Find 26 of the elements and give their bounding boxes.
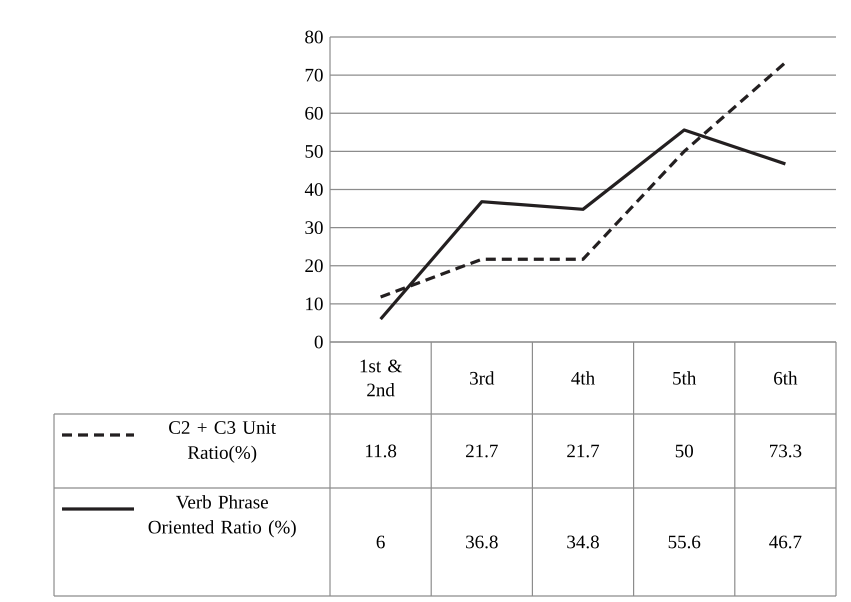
y-tick-label: 10 — [306, 297, 323, 310]
data-label: 21.7 — [567, 444, 600, 458]
y-tick-label: 0 — [314, 336, 323, 348]
x-tick-label: 1st & 2nd — [360, 360, 402, 396]
x-tick-label: 5th — [673, 371, 696, 385]
legend-label: Verb Phrase Oriented Ratio (%) — [148, 495, 296, 538]
data-label: 36.8 — [466, 536, 498, 548]
y-tick-label: 30 — [305, 221, 323, 234]
data-label: 21.7 — [466, 444, 498, 458]
y-tick-label: 70 — [306, 68, 323, 82]
y-tick-label: 20 — [305, 259, 323, 272]
data-label: 46.7 — [769, 536, 802, 548]
data-label: 50 — [676, 444, 693, 458]
y-tick-label: 40 — [304, 183, 323, 196]
data-label: 55.6 — [668, 536, 700, 548]
data-label: 73.3 — [770, 444, 802, 458]
y-tick-label: 50 — [306, 144, 323, 158]
y-tick-label: 80 — [305, 30, 323, 44]
x-tick-label: 6th — [774, 371, 798, 385]
x-tick-label: 4th — [571, 371, 595, 385]
y-tick-label: 60 — [305, 106, 323, 120]
data-label: 6 — [376, 536, 385, 548]
x-tick-label: 3rd — [470, 371, 494, 385]
data-label: 34.8 — [567, 536, 599, 548]
data-label: 11.8 — [366, 444, 396, 458]
legend-label: C2 + C3 Unit Ratio(%) — [169, 421, 276, 463]
